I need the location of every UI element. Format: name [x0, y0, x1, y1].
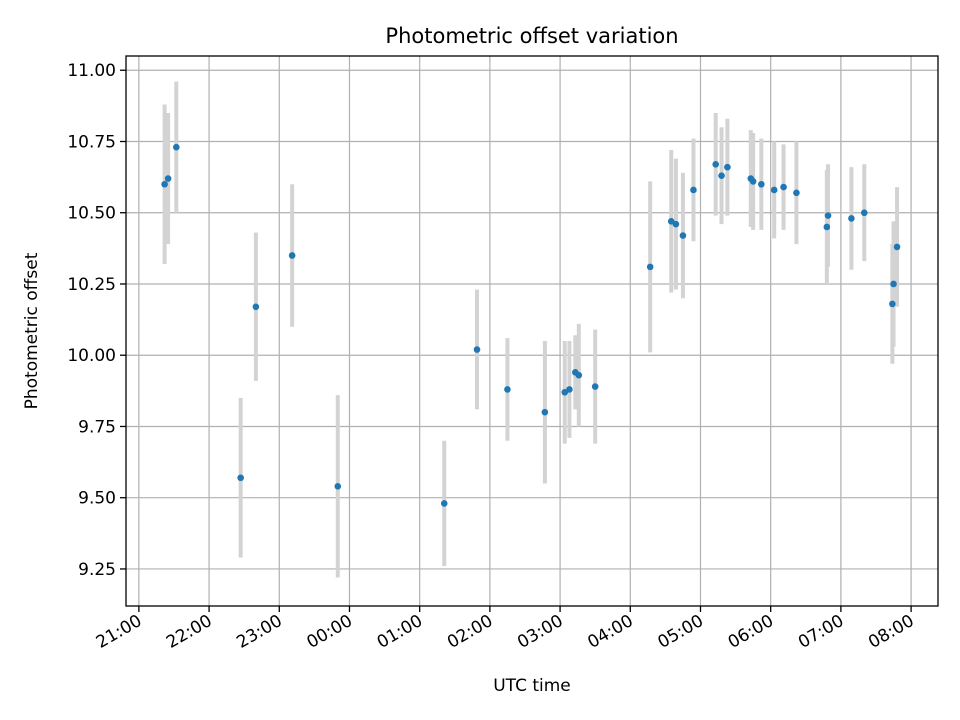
data-point: [164, 175, 172, 182]
x-tick-label: 06:00: [725, 611, 777, 653]
x-tick-label: 07:00: [795, 611, 847, 653]
data-point: [860, 209, 868, 217]
data-points: [161, 143, 901, 507]
data-point: [161, 180, 168, 188]
x-tick-label: 02:00: [444, 611, 496, 653]
data-point: [893, 243, 901, 251]
data-point: [541, 408, 549, 416]
y-axis-title: Photometric offset: [22, 252, 42, 409]
data-point: [758, 180, 765, 188]
data-point: [749, 178, 757, 185]
x-tick-label: 22:00: [163, 611, 215, 653]
data-point: [718, 172, 725, 179]
y-tick-label: 10.75: [67, 132, 116, 152]
x-tick-label: 00:00: [304, 611, 356, 653]
data-point: [724, 163, 731, 171]
x-tick-label: 01:00: [374, 611, 426, 653]
y-tick-label: 9.25: [78, 560, 116, 580]
data-point: [770, 186, 778, 194]
y-tick-label: 11.00: [67, 61, 116, 81]
x-tick-label: 21:00: [93, 611, 145, 653]
y-tick-label: 10.00: [67, 346, 116, 366]
y-tick-label: 9.75: [78, 417, 116, 437]
data-point: [679, 232, 687, 239]
plot-frame: [125, 55, 939, 607]
x-tick-label: 05:00: [655, 611, 707, 653]
data-point: [473, 346, 481, 353]
data-point: [890, 280, 897, 288]
plot-area: [126, 56, 938, 606]
x-tick-label: 08:00: [865, 611, 917, 653]
data-point: [690, 186, 697, 194]
y-tick-label: 9.50: [78, 489, 116, 509]
chart-title: Photometric offset variation: [385, 24, 678, 48]
data-point: [889, 300, 896, 308]
grid-lines: [126, 56, 938, 606]
data-point: [823, 223, 831, 231]
data-point: [173, 143, 180, 151]
y-tick-label: 10.25: [67, 275, 116, 295]
data-point: [793, 189, 800, 197]
data-point: [591, 383, 599, 390]
x-tick-label: 04:00: [584, 611, 636, 653]
data-point: [334, 483, 342, 490]
x-tick-label: 03:00: [514, 611, 566, 653]
x-tick-label: 23:00: [233, 611, 285, 653]
data-point: [504, 386, 511, 393]
data-point: [646, 263, 654, 271]
data-point: [672, 220, 680, 228]
data-point: [252, 303, 260, 311]
data-point: [712, 160, 719, 168]
data-point: [440, 500, 448, 507]
data-point: [575, 371, 583, 379]
data-point: [848, 215, 855, 222]
y-tick-label: 10.50: [67, 204, 116, 224]
data-point: [824, 212, 832, 219]
x-axis-title: UTC time: [493, 676, 571, 696]
data-point: [566, 386, 573, 393]
data-point: [288, 252, 296, 259]
data-point: [780, 183, 787, 191]
data-point: [237, 474, 244, 482]
